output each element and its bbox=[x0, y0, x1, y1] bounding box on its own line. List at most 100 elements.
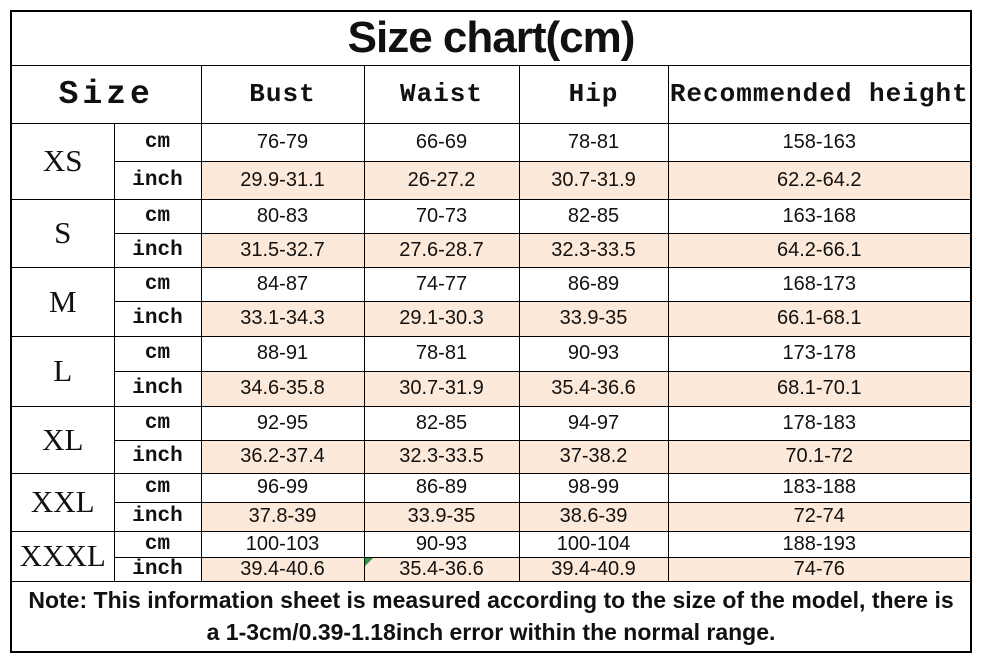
value-cell: 86-89 bbox=[518, 266, 669, 302]
unit-cell-cm: cm bbox=[113, 530, 202, 558]
size-row-xxl-cm: XXL cm 96-99 86-89 98-99 183-188 bbox=[10, 472, 972, 532]
value-cell: 37.8-39 bbox=[200, 501, 365, 532]
size-chart-table: Size chart(cm) Size Bust Waist Hip Recom… bbox=[10, 10, 973, 653]
value-cell: 33.9-35 bbox=[363, 501, 520, 532]
value-cell: 34.6-35.8 bbox=[200, 370, 365, 407]
title-row: Size chart(cm) bbox=[10, 10, 972, 66]
unit-cell-cm: cm bbox=[113, 122, 202, 162]
size-label-l: L bbox=[10, 335, 115, 407]
column-header-size: Size bbox=[10, 64, 202, 124]
value-cell: 64.2-66.1 bbox=[667, 232, 972, 268]
value-cell: 168-173 bbox=[667, 266, 972, 302]
size-label-xxl: XXL bbox=[10, 472, 115, 532]
value-cell: 80-83 bbox=[200, 198, 365, 234]
unit-cell-inch: inch bbox=[113, 370, 202, 407]
value-cell: 39.4-40.6 bbox=[200, 556, 365, 582]
value-cell: 78-81 bbox=[518, 122, 669, 162]
value-cell: 96-99 bbox=[200, 472, 365, 503]
value-cell: 82-85 bbox=[363, 405, 520, 441]
value-cell: 33.9-35 bbox=[518, 300, 669, 337]
value-cell: 32.3-33.5 bbox=[363, 439, 520, 474]
value-cell: 183-188 bbox=[667, 472, 972, 503]
value-cell: 70.1-72 bbox=[667, 439, 972, 474]
value-cell: 163-168 bbox=[667, 198, 972, 234]
value-cell: 100-103 bbox=[200, 530, 365, 558]
value-cell: 30.7-31.9 bbox=[363, 370, 520, 407]
page-title: Size chart(cm) bbox=[10, 10, 972, 66]
unit-cell-cm: cm bbox=[113, 472, 202, 503]
size-label-m: M bbox=[10, 266, 115, 337]
value-cell: 84-87 bbox=[200, 266, 365, 302]
value-cell: 37-38.2 bbox=[518, 439, 669, 474]
unit-cell-cm: cm bbox=[113, 405, 202, 441]
size-label-xxxl: XXXL bbox=[10, 530, 115, 582]
value-cell: 178-183 bbox=[667, 405, 972, 441]
size-label-xs: XS bbox=[10, 122, 115, 200]
size-label-xl: XL bbox=[10, 405, 115, 474]
value-cell: 29.9-31.1 bbox=[200, 160, 365, 200]
unit-cell-inch: inch bbox=[113, 160, 202, 200]
value-cell: 94-97 bbox=[518, 405, 669, 441]
value-cell: 82-85 bbox=[518, 198, 669, 234]
value-cell: 31.5-32.7 bbox=[200, 232, 365, 268]
value-cell: 92-95 bbox=[200, 405, 365, 441]
value-cell: 39.4-40.9 bbox=[518, 556, 669, 582]
size-row-xxl-inch: inch 37.8-39 33.9-35 38.6-39 72-74 bbox=[11, 501, 972, 532]
size-row-s-inch: inch 31.5-32.7 27.6-28.7 32.3-33.5 64.2-66.1 bbox=[11, 232, 972, 268]
note-row: Note: This information sheet is measured… bbox=[10, 580, 972, 653]
value-cell: 74-76 bbox=[667, 556, 972, 582]
column-header-waist: Waist bbox=[363, 64, 520, 124]
unit-cell-inch: inch bbox=[113, 232, 202, 268]
value-cell: 36.2-37.4 bbox=[200, 439, 365, 474]
size-row-l-inch: inch 34.6-35.8 30.7-31.9 35.4-36.6 68.1-70.1 bbox=[11, 370, 972, 407]
cell-error-flag-icon bbox=[365, 558, 373, 566]
note-text: Note: This information sheet is measured… bbox=[10, 580, 972, 653]
value-cell: 62.2-64.2 bbox=[667, 160, 972, 200]
size-row-xs-cm: XS cm 76-79 66-69 78-81 158-163 bbox=[10, 122, 972, 200]
value-cell: 158-163 bbox=[667, 122, 972, 162]
value-cell: 26-27.2 bbox=[363, 160, 520, 200]
value-cell: 35.4-36.6 bbox=[363, 556, 520, 582]
value-cell: 66-69 bbox=[363, 122, 520, 162]
value-cell: 90-93 bbox=[518, 335, 669, 372]
value-cell: 72-74 bbox=[667, 501, 972, 532]
size-row-xxxl-inch: inch 39.4-40.6 35.4-36.6 39.4-40.9 74-76 bbox=[11, 556, 972, 582]
value-cell: 38.6-39 bbox=[518, 501, 669, 532]
table-header-row: Size Bust Waist Hip Recommended height bbox=[10, 64, 972, 124]
value-cell: 68.1-70.1 bbox=[667, 370, 972, 407]
value-cell: 100-104 bbox=[518, 530, 669, 558]
value-cell: 86-89 bbox=[363, 472, 520, 503]
value-cell: 74-77 bbox=[363, 266, 520, 302]
value-cell: 173-178 bbox=[667, 335, 972, 372]
value-cell: 88-91 bbox=[200, 335, 365, 372]
unit-cell-cm: cm bbox=[113, 335, 202, 372]
value-cell: 32.3-33.5 bbox=[518, 232, 669, 268]
size-label-s: S bbox=[10, 198, 115, 268]
size-row-xl-inch: inch 36.2-37.4 32.3-33.5 37-38.2 70.1-72 bbox=[11, 439, 972, 474]
value-cell: 27.6-28.7 bbox=[363, 232, 520, 268]
value-cell: 30.7-31.9 bbox=[518, 160, 669, 200]
column-header-recommended-height: Recommended height bbox=[667, 64, 972, 124]
value-cell: 66.1-68.1 bbox=[667, 300, 972, 337]
value-cell: 98-99 bbox=[518, 472, 669, 503]
column-header-bust: Bust bbox=[200, 64, 365, 124]
size-row-xs-inch: inch 29.9-31.1 26-27.2 30.7-31.9 62.2-64.2 bbox=[11, 160, 972, 200]
value-cell: 188-193 bbox=[667, 530, 972, 558]
value-cell: 70-73 bbox=[363, 198, 520, 234]
size-row-xl-cm: XL cm 92-95 82-85 94-97 178-183 bbox=[10, 405, 972, 474]
unit-cell-inch: inch bbox=[113, 501, 202, 532]
size-rows-body: XS cm 76-79 66-69 78-81 158-163 inch 29.9-31.1 2… bbox=[10, 122, 972, 582]
unit-cell-inch: inch bbox=[113, 300, 202, 337]
size-row-xxxl-cm: XXXL cm 100-103 90-93 100-104 188-193 bbox=[10, 530, 972, 582]
unit-cell-inch: inch bbox=[113, 439, 202, 474]
value-cell: 35.4-36.6 bbox=[518, 370, 669, 407]
value-cell: 76-79 bbox=[200, 122, 365, 162]
value-cell: 29.1-30.3 bbox=[363, 300, 520, 337]
unit-cell-cm: cm bbox=[113, 266, 202, 302]
unit-cell-cm: cm bbox=[113, 198, 202, 234]
size-row-m-inch: inch 33.1-34.3 29.1-30.3 33.9-35 66.1-68.1 bbox=[11, 300, 972, 337]
